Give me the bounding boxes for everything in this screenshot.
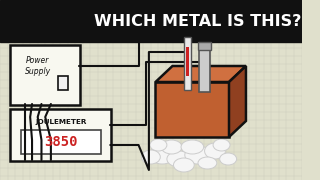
Ellipse shape [185, 146, 211, 164]
Bar [21, 130, 101, 154]
Ellipse shape [173, 158, 194, 172]
Ellipse shape [213, 139, 230, 151]
Ellipse shape [150, 139, 167, 151]
Ellipse shape [198, 157, 217, 169]
Bar [184, 37, 191, 90]
Bar [0, 0, 301, 42]
Text: 3850: 3850 [44, 135, 77, 149]
Bar [186, 47, 189, 76]
Text: JOULEMETER: JOULEMETER [35, 119, 86, 125]
FancyBboxPatch shape [10, 109, 111, 161]
Bar [199, 47, 210, 92]
Ellipse shape [204, 143, 225, 159]
Polygon shape [156, 66, 246, 82]
Ellipse shape [141, 150, 160, 164]
Text: WHICH METAL IS THIS?: WHICH METAL IS THIS? [94, 14, 301, 28]
Bar [156, 82, 229, 137]
Ellipse shape [149, 146, 175, 164]
Bar [59, 76, 68, 90]
Polygon shape [229, 66, 246, 137]
Ellipse shape [220, 153, 236, 165]
Ellipse shape [161, 140, 182, 154]
Ellipse shape [167, 151, 191, 167]
Ellipse shape [181, 140, 204, 154]
FancyBboxPatch shape [10, 45, 80, 105]
Text: Power
Supply: Power Supply [25, 56, 51, 76]
Bar [198, 42, 211, 50]
